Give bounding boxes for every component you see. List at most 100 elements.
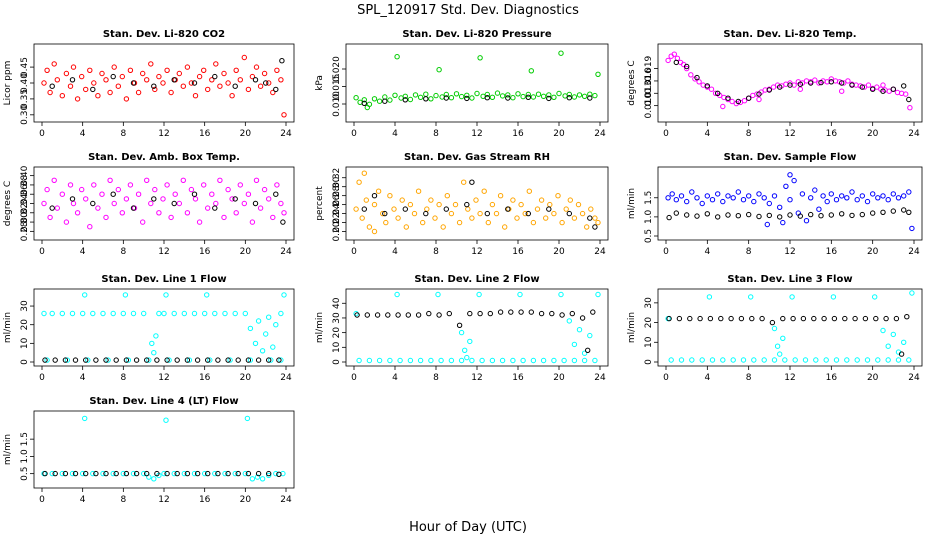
data-point — [704, 193, 710, 199]
x-tick-label: 20 — [240, 373, 252, 383]
data-point — [665, 195, 671, 201]
data-point — [571, 94, 578, 100]
data-point — [44, 67, 50, 74]
data-point — [849, 189, 855, 195]
data-point — [382, 98, 388, 104]
x-tick-label: 0 — [39, 373, 45, 383]
data-point — [394, 54, 400, 60]
data-point — [906, 96, 912, 103]
data-point — [49, 205, 55, 211]
data-point — [276, 471, 282, 477]
data-point — [268, 357, 274, 363]
data-point — [140, 219, 146, 225]
data-point — [387, 193, 393, 199]
data-point — [357, 99, 363, 106]
data-point — [123, 196, 130, 202]
data-point — [266, 470, 272, 477]
data-point — [818, 79, 824, 86]
data-point — [587, 91, 593, 97]
data-point — [361, 170, 367, 176]
data-point — [469, 179, 475, 185]
data-point — [111, 64, 117, 70]
panel-4: Stan. Dev. Amb. Box Temp. 0 4 8 12 16 20 24 0.28… — [3, 152, 295, 257]
data-point — [232, 470, 238, 477]
data-point — [356, 357, 362, 364]
data-point — [730, 195, 736, 201]
data-point — [141, 310, 147, 317]
data-point — [130, 80, 137, 86]
data-point — [83, 86, 89, 93]
data-point — [906, 189, 912, 195]
data-point — [171, 310, 177, 317]
data-point — [42, 357, 48, 363]
data-point — [274, 182, 280, 188]
data-point — [787, 197, 793, 203]
data-point — [428, 96, 434, 102]
data-point — [266, 314, 272, 320]
x-tick-label: 16 — [826, 247, 838, 257]
data-point — [514, 215, 520, 221]
data-point — [90, 470, 96, 477]
data-point — [699, 200, 705, 207]
data-point — [808, 80, 814, 86]
data-point — [164, 67, 170, 74]
data-point — [196, 219, 203, 225]
data-point — [797, 213, 803, 219]
data-point — [184, 210, 191, 216]
data-point — [245, 191, 252, 197]
data-point — [402, 97, 408, 103]
series-2 — [361, 179, 598, 230]
y-tick-label: 20 — [332, 327, 342, 339]
data-point — [746, 193, 752, 199]
data-point — [476, 291, 482, 298]
data-point — [47, 214, 53, 221]
data-point — [110, 191, 116, 197]
x-tick-label: 24 — [280, 129, 292, 139]
data-point — [257, 83, 264, 89]
series-2 — [354, 309, 596, 353]
data-point — [382, 210, 388, 217]
series-2 — [673, 59, 912, 105]
data-point — [49, 470, 55, 477]
data-point — [522, 210, 528, 217]
data-point — [694, 213, 700, 219]
data-point — [845, 78, 851, 84]
data-point — [90, 310, 96, 317]
x-tick-label: 12 — [784, 129, 795, 139]
data-point — [63, 219, 70, 225]
data-point — [374, 312, 381, 318]
data-point — [584, 224, 590, 230]
data-point — [549, 310, 555, 317]
data-point — [237, 182, 244, 188]
data-point — [787, 80, 793, 86]
data-point — [751, 198, 757, 205]
data-point — [792, 357, 798, 363]
series-1 — [353, 291, 601, 364]
data-point — [249, 73, 256, 80]
data-point — [595, 71, 601, 78]
plot-frame — [33, 166, 295, 241]
data-point — [212, 73, 218, 80]
data-point — [47, 89, 53, 96]
data-point — [202, 310, 208, 317]
data-point — [673, 210, 679, 216]
data-point — [371, 228, 378, 235]
data-point — [748, 294, 754, 300]
data-point — [270, 214, 276, 221]
data-point — [237, 77, 244, 83]
data-point — [467, 338, 473, 345]
data-point — [787, 82, 793, 88]
y-tick-label: 1.5 — [644, 191, 654, 205]
x-tick-label: 20 — [240, 129, 252, 139]
data-point — [579, 210, 586, 217]
data-point — [135, 191, 142, 197]
data-point — [69, 196, 76, 202]
data-point — [676, 315, 683, 322]
data-point — [684, 212, 690, 218]
data-point — [499, 357, 506, 364]
data-point — [70, 64, 77, 70]
y-axis-label: kPa — [315, 75, 325, 91]
data-point — [119, 73, 126, 80]
data-point — [259, 476, 266, 482]
data-point — [821, 315, 827, 322]
